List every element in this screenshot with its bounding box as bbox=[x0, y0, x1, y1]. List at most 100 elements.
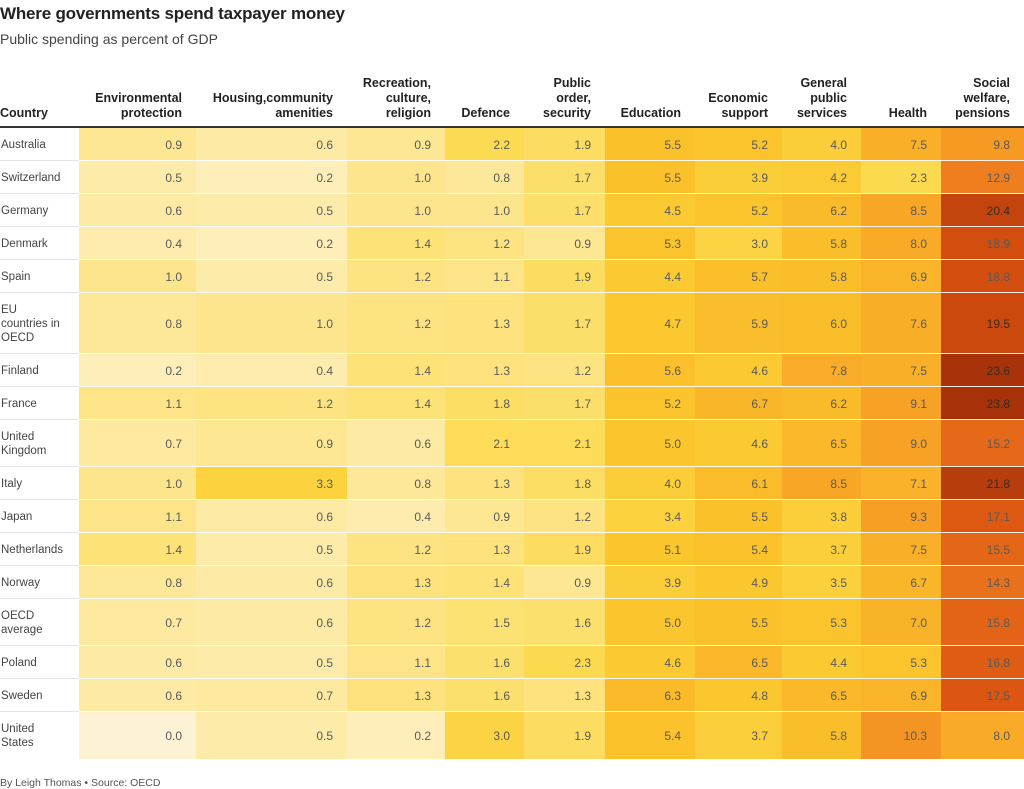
heatmap-cell: 1.6 bbox=[445, 679, 524, 712]
heatmap-cell: 4.9 bbox=[695, 566, 782, 599]
heatmap-cell: 1.3 bbox=[445, 467, 524, 500]
heatmap-cell: 3.4 bbox=[605, 500, 695, 533]
heatmap-cell: 0.5 bbox=[196, 646, 347, 679]
heatmap-cell: 6.2 bbox=[782, 387, 861, 420]
heatmap-cell: 15.5 bbox=[941, 533, 1024, 566]
heatmap-cell: 9.0 bbox=[861, 420, 941, 467]
heatmap-cell: 2.3 bbox=[861, 161, 941, 194]
heatmap-cell: 0.8 bbox=[79, 566, 196, 599]
heatmap-cell: 0.9 bbox=[79, 128, 196, 161]
heatmap-cell: 0.6 bbox=[196, 128, 347, 161]
heatmap-cell: 0.9 bbox=[445, 500, 524, 533]
heatmap-cell: 1.2 bbox=[347, 293, 445, 354]
heatmap-cell: 0.7 bbox=[79, 420, 196, 467]
row-separator bbox=[79, 193, 1024, 194]
heatmap-cell: 7.0 bbox=[861, 599, 941, 646]
heatmap-cell: 15.8 bbox=[941, 599, 1024, 646]
heatmap-cell: 0.5 bbox=[196, 194, 347, 227]
row-label: Sweden bbox=[1, 689, 43, 702]
heatmap-cell: 8.5 bbox=[861, 194, 941, 227]
heatmap-cell: 0.9 bbox=[524, 227, 605, 260]
heatmap-cell: 1.1 bbox=[79, 387, 196, 420]
heatmap-cell: 1.7 bbox=[524, 387, 605, 420]
heatmap-cell: 5.8 bbox=[782, 260, 861, 293]
heatmap-cell: 8.5 bbox=[782, 467, 861, 500]
heatmap-cell: 5.8 bbox=[782, 227, 861, 260]
row-separator bbox=[79, 711, 1024, 712]
heatmap-cell: 9.3 bbox=[861, 500, 941, 533]
row-separator bbox=[0, 598, 79, 599]
row-separator bbox=[79, 259, 1024, 260]
row-label: OECD average bbox=[1, 609, 43, 636]
heatmap-cell: 7.5 bbox=[861, 354, 941, 387]
heatmap-cell: 5.0 bbox=[605, 420, 695, 467]
heatmap-cell: 0.7 bbox=[196, 679, 347, 712]
heatmap-cell: 0.2 bbox=[79, 354, 196, 387]
column-header: Housing,community amenities bbox=[212, 91, 333, 120]
heatmap-cell: 5.6 bbox=[605, 354, 695, 387]
row-separator bbox=[0, 160, 79, 161]
heatmap-cell: 4.8 bbox=[695, 679, 782, 712]
row-label: Germany bbox=[1, 204, 49, 217]
heatmap-cell: 6.2 bbox=[782, 194, 861, 227]
heatmap-cell: 5.2 bbox=[695, 194, 782, 227]
column-header: General public services bbox=[796, 76, 847, 120]
row-label: United Kingdom bbox=[1, 430, 47, 457]
heatmap-cell: 5.5 bbox=[695, 500, 782, 533]
heatmap-cell: 1.0 bbox=[445, 194, 524, 227]
heatmap-cell: 0.8 bbox=[79, 293, 196, 354]
heatmap-cell: 3.7 bbox=[695, 712, 782, 759]
row-label: Poland bbox=[1, 656, 37, 669]
column-header: Social welfare, pensions bbox=[955, 76, 1010, 120]
heatmap-cell: 1.2 bbox=[445, 227, 524, 260]
heatmap-cell: 0.6 bbox=[79, 679, 196, 712]
column-header: Public order, security bbox=[543, 76, 591, 120]
heatmap-cell: 14.3 bbox=[941, 566, 1024, 599]
heatmap-cell: 17.1 bbox=[941, 500, 1024, 533]
heatmap-cell: 6.7 bbox=[695, 387, 782, 420]
row-separator bbox=[0, 259, 79, 260]
heatmap-cell: 2.1 bbox=[524, 420, 605, 467]
heatmap-cell: 6.5 bbox=[695, 646, 782, 679]
heatmap-cell: 10.3 bbox=[861, 712, 941, 759]
row-separator bbox=[79, 565, 1024, 566]
heatmap-cell: 18.9 bbox=[941, 227, 1024, 260]
row-label: Switzerland bbox=[1, 171, 61, 184]
heatmap-cell: 3.3 bbox=[196, 467, 347, 500]
heatmap-cell: 1.3 bbox=[445, 533, 524, 566]
heatmap-cell: 1.3 bbox=[524, 679, 605, 712]
heatmap-cell: 0.7 bbox=[79, 599, 196, 646]
heatmap-cell: 4.0 bbox=[605, 467, 695, 500]
heatmap-cell: 6.9 bbox=[861, 679, 941, 712]
row-separator bbox=[0, 292, 79, 293]
column-header: Defence bbox=[461, 106, 510, 120]
row-separator bbox=[0, 226, 79, 227]
heatmap-cell: 4.6 bbox=[695, 420, 782, 467]
heatmap-cell: 0.6 bbox=[196, 500, 347, 533]
heatmap-cell: 0.5 bbox=[196, 712, 347, 759]
heatmap-cell: 1.3 bbox=[347, 679, 445, 712]
header-rule bbox=[0, 126, 1024, 128]
heatmap-cell: 3.0 bbox=[695, 227, 782, 260]
heatmap-cell: 7.1 bbox=[861, 467, 941, 500]
heatmap-cell: 3.8 bbox=[782, 500, 861, 533]
heatmap-cell: 1.6 bbox=[445, 646, 524, 679]
heatmap-cell: 1.0 bbox=[347, 161, 445, 194]
heatmap-cell: 0.4 bbox=[79, 227, 196, 260]
row-separator bbox=[0, 353, 79, 354]
heatmap-cell: 0.6 bbox=[79, 194, 196, 227]
heatmap-cell: 5.3 bbox=[605, 227, 695, 260]
heatmap-cell: 4.2 bbox=[782, 161, 861, 194]
heatmap-cell: 5.7 bbox=[695, 260, 782, 293]
heatmap-cell: 7.8 bbox=[782, 354, 861, 387]
heatmap-cell: 4.7 bbox=[605, 293, 695, 354]
row-separator bbox=[79, 532, 1024, 533]
row-separator bbox=[79, 598, 1024, 599]
row-separator bbox=[79, 353, 1024, 354]
row-separator bbox=[79, 419, 1024, 420]
heatmap-cell: 4.5 bbox=[605, 194, 695, 227]
heatmap-cell: 18.8 bbox=[941, 260, 1024, 293]
heatmap-cell: 7.5 bbox=[861, 533, 941, 566]
row-label: Finland bbox=[1, 364, 39, 377]
row-label: EU countries in OECD bbox=[1, 303, 60, 344]
